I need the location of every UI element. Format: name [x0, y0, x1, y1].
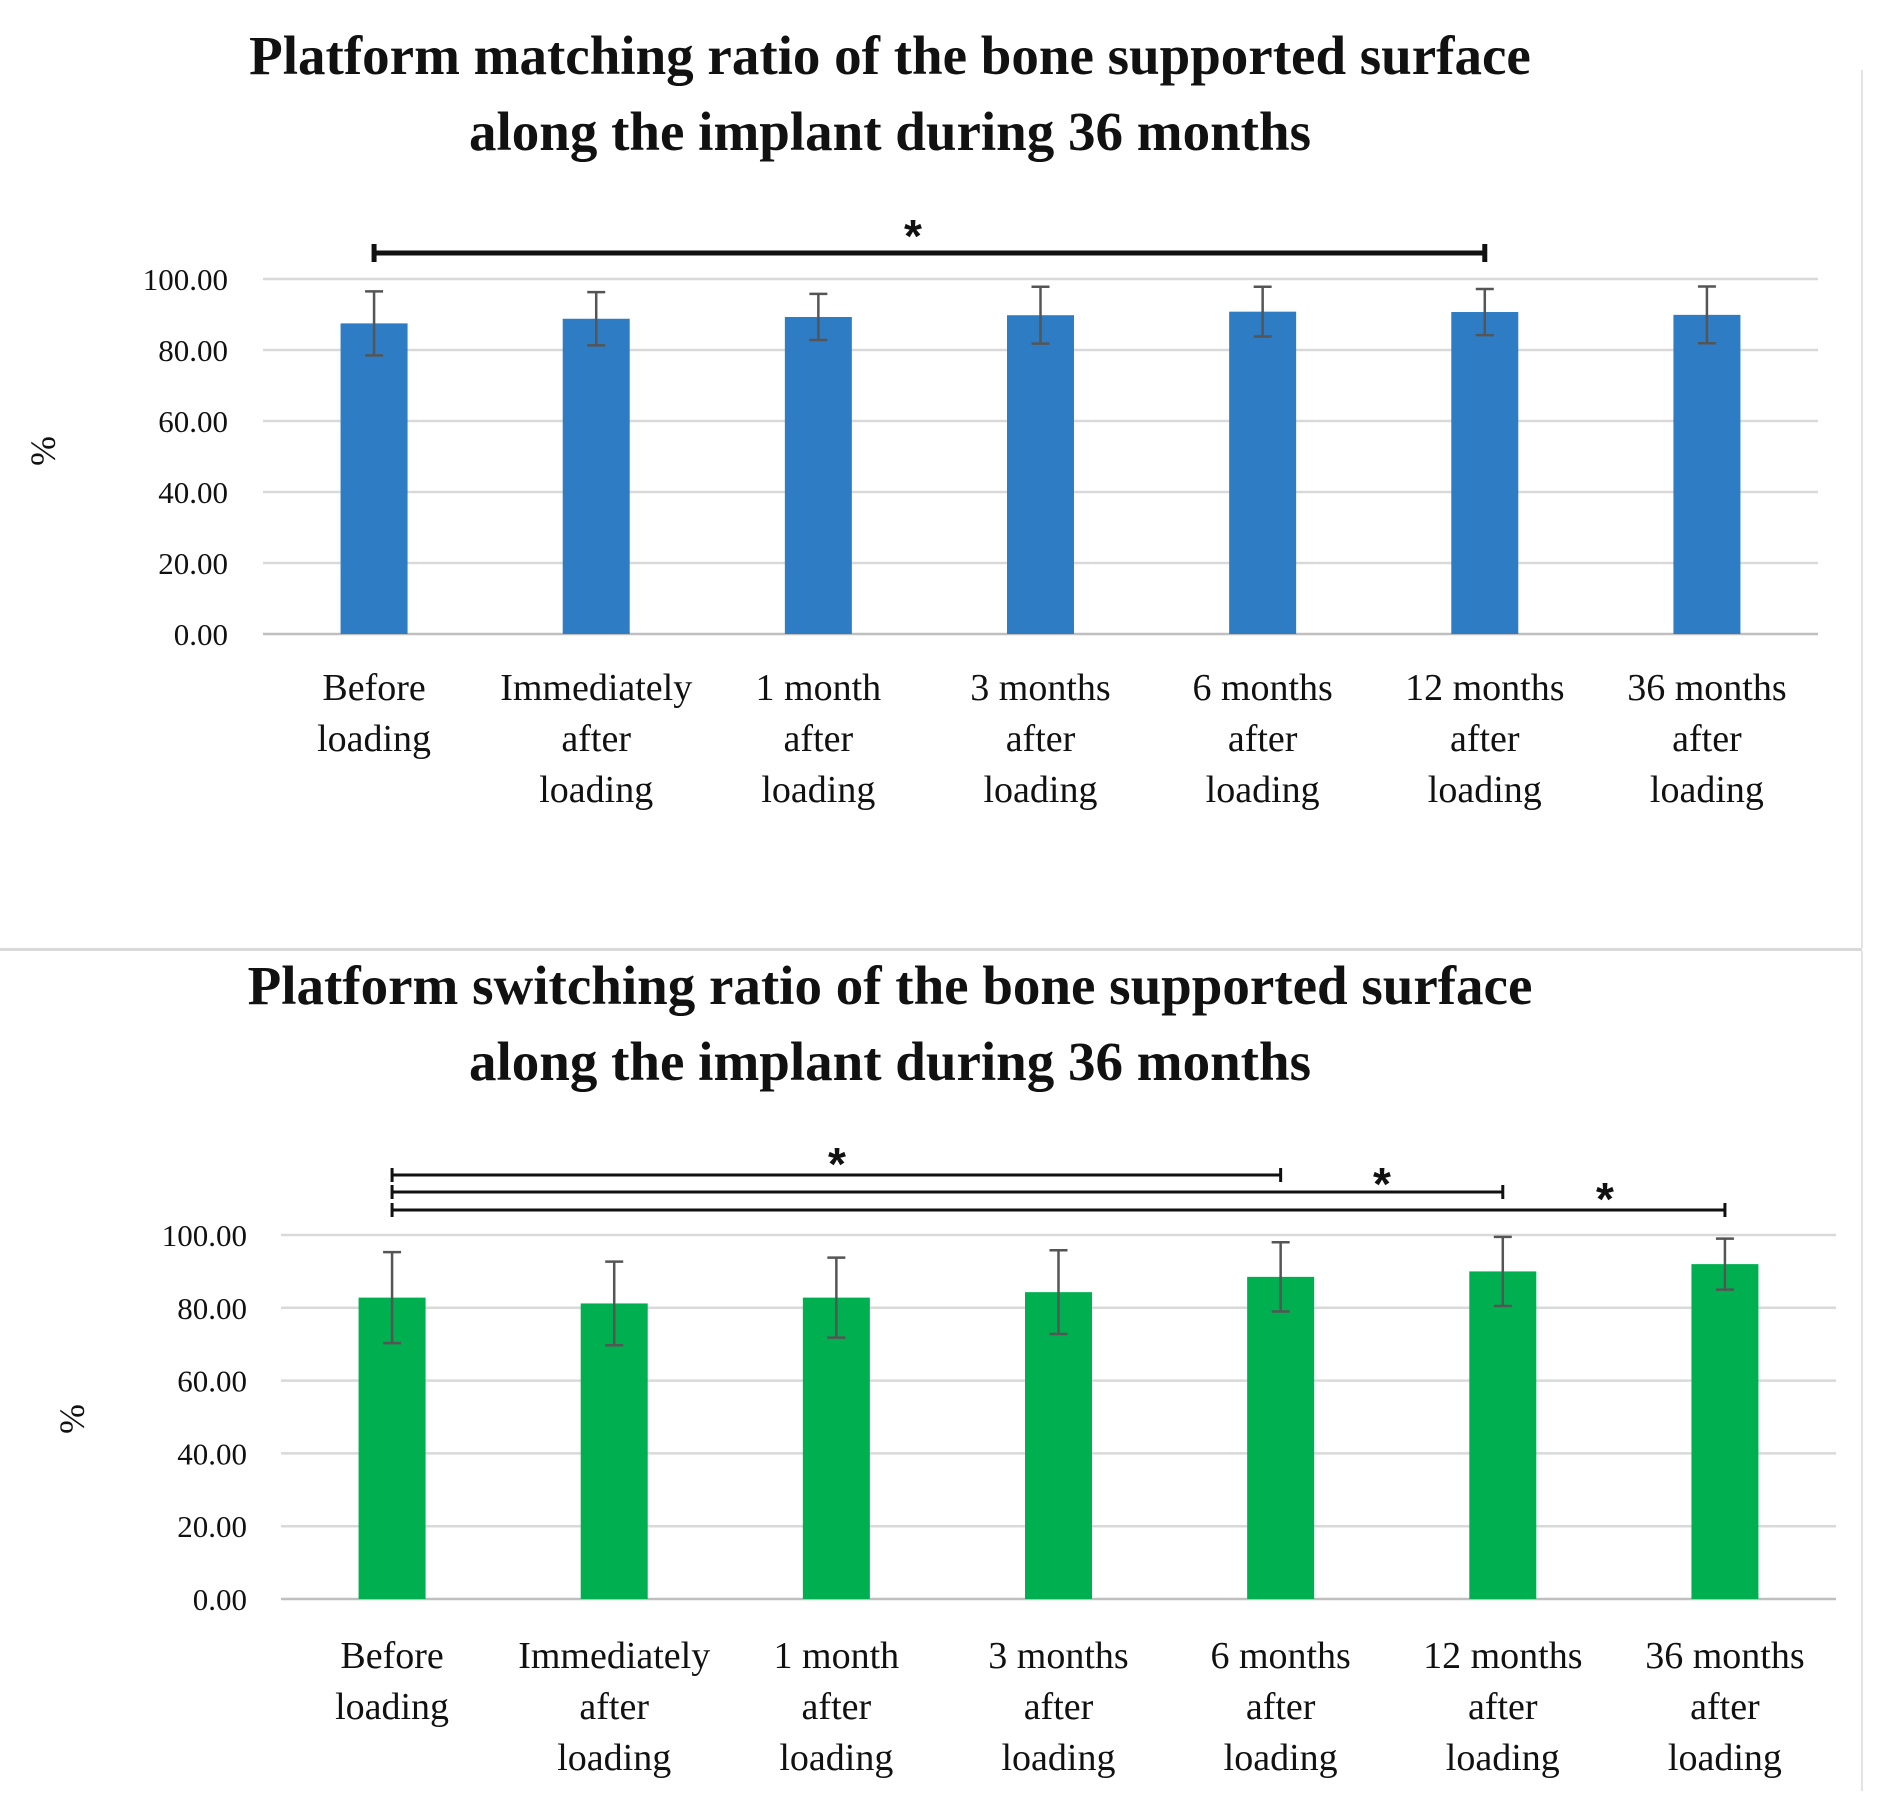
x-tick-label: Before — [322, 667, 425, 709]
x-tick-label: Immediately — [500, 667, 692, 709]
bar — [562, 318, 630, 634]
x-tick-label: after — [1450, 718, 1520, 760]
x-tick-label: after — [802, 1686, 872, 1728]
x-tick-label: after — [1468, 1686, 1538, 1728]
y-tick-label: 80.00 — [158, 333, 228, 368]
bar-chart-svg: 0.00 20.00 40.00 60.00 80.00 100.00% Before loa… — [23, 210, 1818, 811]
x-tick-label: 12 months — [1405, 667, 1564, 709]
x-tick-label: loading — [539, 769, 653, 811]
significance-star: * — [1373, 1158, 1391, 1210]
bar — [784, 316, 852, 634]
x-tick-label: loading — [761, 769, 875, 811]
x-tick-label: loading — [1668, 1737, 1782, 1779]
y-tick-label: 60.00 — [177, 1364, 247, 1399]
x-tick-label: 36 months — [1627, 667, 1786, 709]
y-tick-label: 100.00 — [143, 262, 228, 297]
bar — [1469, 1271, 1537, 1599]
x-tick-label: loading — [1224, 1737, 1338, 1779]
y-tick-label: 20.00 — [177, 1509, 247, 1544]
y-tick-label: 0.00 — [193, 1582, 247, 1617]
bar — [358, 1297, 426, 1599]
x-tick-label: after — [1672, 718, 1742, 760]
x-tick-label: after — [1690, 1686, 1760, 1728]
chart-title-line: Platform matching ratio of the bone supp… — [249, 25, 1531, 86]
y-tick-label: 80.00 — [177, 1291, 247, 1326]
x-tick-label: 3 months — [970, 667, 1110, 709]
chart-title-line: along the implant during 36 months — [469, 101, 1311, 162]
x-tick-label: 1 month — [774, 1635, 900, 1677]
bar-chart-svg: 0.00 20.00 40.00 60.00 80.00 100.00% Before loa… — [52, 1138, 1836, 1779]
x-tick-label: 36 months — [1645, 1635, 1804, 1677]
x-tick-label: after — [1246, 1686, 1316, 1728]
x-tick-label: loading — [317, 718, 431, 760]
x-tick-label: loading — [1446, 1737, 1560, 1779]
significance-star: * — [904, 210, 922, 262]
x-tick-label: 6 months — [1210, 1635, 1350, 1677]
panel-divider — [0, 948, 1862, 951]
x-tick-label: after — [579, 1686, 649, 1728]
x-tick-label: loading — [1002, 1737, 1116, 1779]
y-tick-label: 40.00 — [158, 475, 228, 510]
y-tick-label: 20.00 — [158, 546, 228, 581]
x-tick-label: loading — [1428, 769, 1542, 811]
x-tick-label: after — [1228, 718, 1298, 760]
chart-title-line: along the implant during 36 months — [469, 1031, 1311, 1092]
frame-edge — [1861, 951, 1863, 1791]
chart-platform-matching: Platform matching ratio of the bone supp… — [0, 18, 1818, 811]
y-tick-label: 40.00 — [177, 1436, 247, 1471]
x-tick-label: 3 months — [988, 1635, 1128, 1677]
x-tick-label: 6 months — [1192, 667, 1332, 709]
x-tick-label: after — [1024, 1686, 1094, 1728]
x-tick-label: after — [784, 718, 854, 760]
bar — [1229, 311, 1297, 634]
x-tick-label: loading — [1650, 769, 1764, 811]
y-tick-label: 60.00 — [158, 404, 228, 439]
x-tick-label: after — [561, 718, 631, 760]
chart-platform-switching: Platform switching ratio of the bone sup… — [0, 950, 1882, 1809]
bar — [1451, 312, 1519, 634]
y-tick-label: 100.00 — [162, 1218, 247, 1253]
x-tick-label: Before — [340, 1635, 443, 1677]
x-tick-label: Immediately — [518, 1635, 710, 1677]
x-tick-label: 1 month — [756, 667, 882, 709]
bar — [1247, 1276, 1315, 1599]
chart-title: Platform matching ratio of the bone supp… — [0, 18, 1780, 170]
bar — [580, 1303, 648, 1599]
x-tick-label: loading — [557, 1737, 671, 1779]
frame-edge — [1861, 70, 1863, 948]
significance-star: * — [828, 1138, 846, 1190]
bar — [1007, 315, 1074, 634]
x-tick-label: 12 months — [1423, 1635, 1582, 1677]
x-tick-label: loading — [335, 1686, 449, 1728]
significance-star: * — [1596, 1173, 1614, 1225]
x-tick-label: loading — [984, 769, 1098, 811]
chart-title-line: Platform switching ratio of the bone sup… — [247, 955, 1533, 1016]
bar — [1673, 314, 1741, 634]
bar — [1691, 1264, 1759, 1599]
y-axis-label: % — [52, 1404, 92, 1434]
y-tick-label: 0.00 — [174, 617, 228, 652]
bar — [1025, 1292, 1092, 1599]
x-tick-label: loading — [779, 1737, 893, 1779]
bar — [340, 323, 408, 634]
bar — [802, 1297, 870, 1599]
x-tick-label: loading — [1206, 769, 1320, 811]
chart-title: Platform switching ratio of the bone sup… — [0, 948, 1780, 1100]
x-tick-label: after — [1006, 718, 1076, 760]
y-axis-label: % — [23, 436, 63, 466]
